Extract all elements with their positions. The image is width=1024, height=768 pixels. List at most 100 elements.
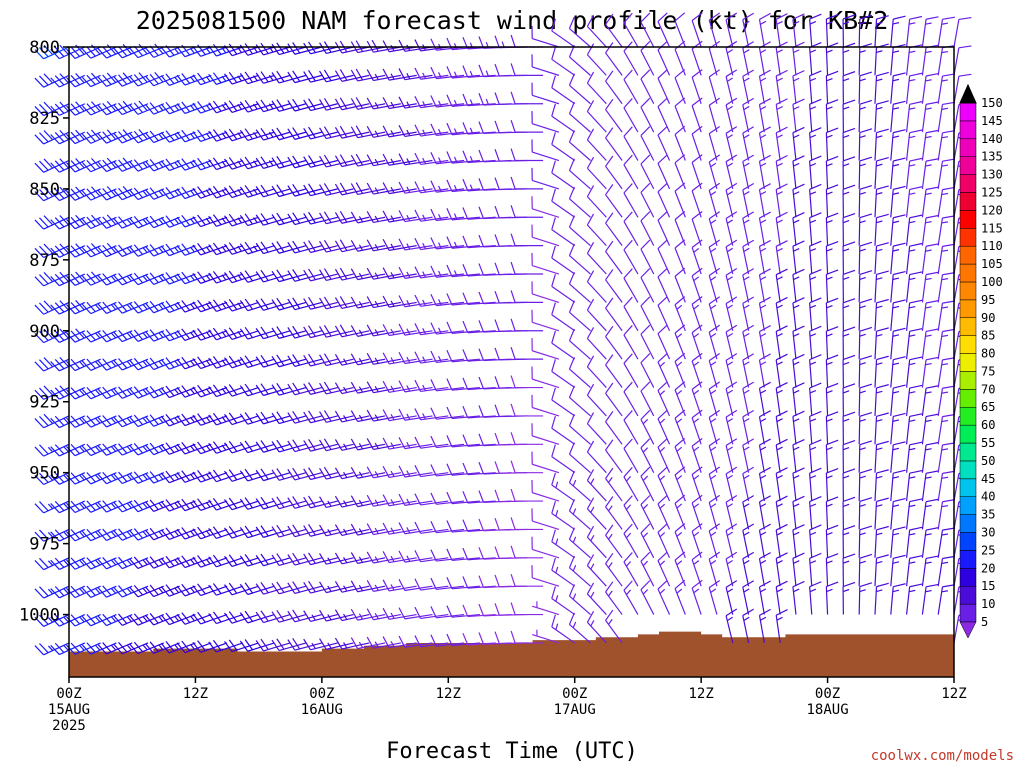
barb-shaft <box>467 585 496 589</box>
barb-shaft <box>153 216 180 229</box>
barb-full <box>228 384 238 396</box>
barb-full <box>339 97 348 109</box>
barb-half <box>406 356 411 363</box>
barb-shaft <box>586 111 607 133</box>
barb-half <box>390 300 395 307</box>
barb-full <box>239 214 249 226</box>
barb-full <box>160 217 170 228</box>
wind-barb <box>510 233 544 247</box>
wind-barb <box>462 576 496 589</box>
wind-barb <box>34 642 70 656</box>
barb-half <box>47 503 54 510</box>
x-tick-label: 16AUG <box>301 702 343 718</box>
wind-barb <box>725 69 738 104</box>
barb-full <box>66 559 76 570</box>
barb-full <box>605 496 614 508</box>
barb-shaft <box>921 47 927 76</box>
wind-barb <box>858 355 873 388</box>
x-tick-label: 15AUG <box>48 702 90 718</box>
barb-shaft <box>551 456 576 474</box>
wind-barb <box>81 301 117 315</box>
barb-shaft <box>674 304 686 332</box>
barb-full <box>276 496 285 508</box>
barb-full <box>640 239 651 250</box>
barb-full <box>334 126 343 139</box>
barb-half <box>842 220 850 224</box>
barb-shaft <box>153 103 180 115</box>
wind-barb <box>874 327 889 360</box>
barb-full <box>39 75 49 86</box>
barb-half <box>941 22 949 25</box>
wind-barb <box>414 493 449 506</box>
barb-half <box>908 164 916 167</box>
barb-full <box>657 466 668 476</box>
barb-shaft <box>137 301 165 314</box>
barb-shaft <box>467 557 496 561</box>
barb-full <box>674 69 686 79</box>
barb-shaft <box>708 19 718 48</box>
wind-barb <box>842 269 856 303</box>
barb-shaft <box>137 245 165 257</box>
barb-full <box>759 239 771 247</box>
wind-barb <box>446 576 480 590</box>
wind-barb <box>708 211 721 246</box>
barb-full <box>70 188 81 199</box>
barb-shaft <box>858 586 861 615</box>
barb-half <box>676 588 683 594</box>
barb-full <box>909 441 923 446</box>
barb-full <box>81 275 92 286</box>
wind-barb <box>50 472 86 485</box>
wind-barb <box>953 16 972 48</box>
barb-full <box>334 410 343 423</box>
barb-full <box>176 614 186 625</box>
barb-half <box>793 389 800 394</box>
barb-half <box>63 418 69 424</box>
barb-shaft <box>532 321 560 332</box>
barb-full <box>674 97 686 107</box>
wind-barb <box>382 380 417 393</box>
barb-full <box>826 240 839 247</box>
barb-shaft <box>121 443 149 456</box>
wind-barb <box>725 12 738 48</box>
barb-full <box>842 525 856 531</box>
barb-shaft <box>674 446 686 473</box>
barb-half <box>760 247 767 252</box>
barb-full <box>319 382 327 395</box>
barb-full <box>334 353 343 366</box>
barb-shaft <box>586 139 607 161</box>
barb-half <box>726 559 733 565</box>
wind-barb <box>708 182 721 218</box>
wind-barb <box>921 498 939 530</box>
barb-shaft <box>657 21 671 48</box>
y-tick-label: 925 <box>29 393 60 413</box>
barb-full <box>568 413 575 427</box>
wind-barb <box>414 237 449 251</box>
wind-barb <box>825 155 839 189</box>
wind-barb <box>446 520 480 533</box>
barb-full <box>86 103 96 114</box>
wind-barb <box>708 523 721 558</box>
wind-barb <box>113 641 149 655</box>
barb-full <box>197 526 206 538</box>
barb-full <box>59 101 69 112</box>
wind-barb <box>414 351 449 364</box>
barb-full <box>414 39 422 52</box>
barb-full <box>75 243 85 254</box>
barb-half <box>826 191 833 195</box>
wind-barb <box>531 366 560 389</box>
barb-full <box>113 161 123 172</box>
barb-full <box>893 356 906 361</box>
wind-barb <box>430 95 465 108</box>
wind-barb <box>81 157 117 173</box>
barb-half <box>343 613 348 620</box>
wind-barb <box>398 68 433 81</box>
barb-full <box>623 268 633 279</box>
wind-barb <box>937 555 956 587</box>
barb-half <box>809 304 817 309</box>
wind-barb <box>430 237 465 250</box>
barb-full <box>510 573 516 587</box>
barb-full <box>414 606 422 619</box>
barb-shaft <box>623 362 639 388</box>
wind-barb <box>623 98 639 133</box>
wind-barb <box>510 460 544 474</box>
